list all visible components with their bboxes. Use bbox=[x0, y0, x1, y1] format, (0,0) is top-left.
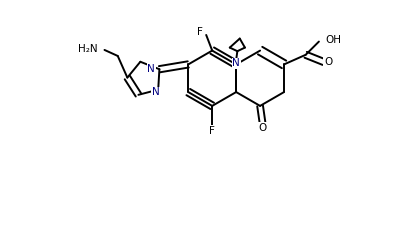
Text: F: F bbox=[209, 126, 215, 136]
Text: N: N bbox=[147, 64, 155, 74]
Text: OH: OH bbox=[325, 35, 341, 45]
Text: N: N bbox=[152, 87, 160, 97]
Text: O: O bbox=[259, 123, 266, 133]
Text: O: O bbox=[324, 57, 332, 67]
Text: N: N bbox=[232, 58, 240, 68]
Text: F: F bbox=[197, 27, 203, 37]
Text: H₂N: H₂N bbox=[78, 44, 97, 54]
